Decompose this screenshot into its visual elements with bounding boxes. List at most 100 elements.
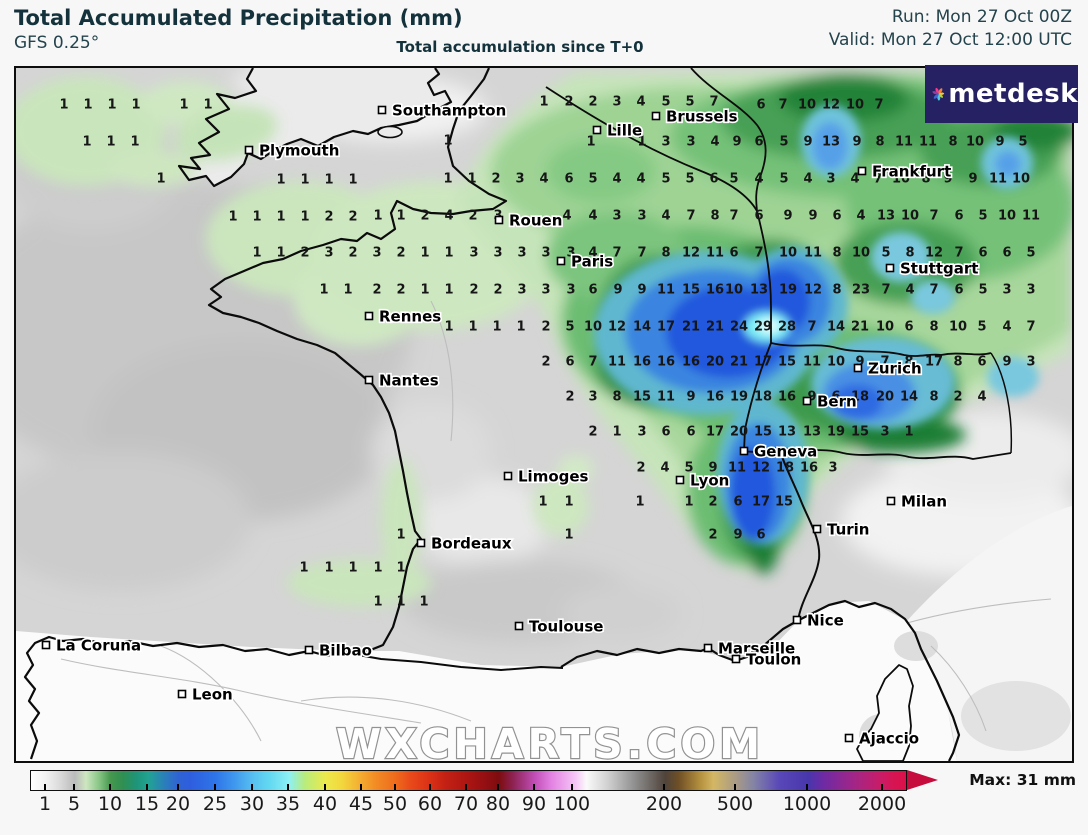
precip-value: 23 [852, 283, 870, 298]
precip-value: 2 [565, 390, 574, 405]
precip-value: 7 [778, 98, 787, 113]
precip-value: 5 [1026, 246, 1035, 261]
precip-value: 10 [876, 320, 894, 335]
precip-value: 1 [539, 95, 548, 110]
precip-value: 6 [978, 246, 987, 261]
precip-value: 1 [564, 528, 573, 543]
precip-value: 20 [730, 425, 748, 440]
colorbar-tick-label: 20 [165, 793, 191, 815]
precip-value: 2 [588, 95, 597, 110]
precip-value: 9 [803, 135, 812, 150]
precip-value: 3 [1026, 355, 1035, 370]
precip-value: 11 [706, 246, 724, 261]
city-label: Marseille [718, 640, 795, 658]
precip-value: 1 [684, 495, 693, 510]
precip-value: 4 [588, 209, 597, 224]
valid-label: Valid: Mon 27 Oct 12:00 UTC [828, 30, 1072, 50]
precip-value: 4 [636, 95, 645, 110]
run-label: Run: Mon 27 Oct 00Z [891, 7, 1072, 27]
precip-value: 1 [467, 172, 476, 187]
precip-value: 15 [682, 283, 700, 298]
colorbar-arrow [907, 770, 938, 790]
city-marker [703, 643, 713, 653]
city-label: Geneva [754, 443, 817, 461]
map-canvas: WXCHARTS.COM 1 1 1 1 1 1 1 2 2 3 4 5 5 7 6 7 10 12 10 71 1 1 1… [16, 68, 1072, 761]
precip-value: 9 [783, 209, 792, 224]
city-label: Stuttgart [900, 260, 978, 278]
precip-value: 4 [856, 209, 865, 224]
precip-value: 2 [588, 425, 597, 440]
precip-value: 2 [324, 210, 333, 225]
city-label: Limoges [518, 468, 589, 486]
precip-value: 16 [706, 390, 724, 405]
precip-value: 9 [808, 209, 817, 224]
precip-value: 2 [348, 210, 357, 225]
precip-value: 6 [686, 425, 695, 440]
precip-value: 7 [807, 320, 816, 335]
precip-value: 4 [977, 390, 986, 405]
precip-value: 15 [754, 425, 772, 440]
precip-value: 5 [1018, 135, 1027, 150]
precip-value: 7 [874, 98, 883, 113]
precip-value: 4 [905, 283, 914, 298]
precip-value: 3 [637, 209, 646, 224]
precip-value: 18 [851, 390, 869, 405]
precip-value: 7 [929, 209, 938, 224]
precip-value: 9 [995, 135, 1004, 150]
precip-value: 1 [131, 98, 140, 113]
precip-value: 5 [661, 172, 670, 187]
precip-value: 6 [832, 209, 841, 224]
precip-value: 9 [943, 172, 952, 187]
precip-value: 6 [754, 209, 763, 224]
precip-value: 5 [881, 246, 890, 261]
precip-value: 7 [880, 355, 889, 370]
value-labels-layer: 1 1 1 1 1 1 1 2 2 3 4 5 5 7 6 7 10 12 10 71 1 1 1 1 1 3 3 4 9 6 5 9 13 9 8… [59, 95, 1040, 610]
city-marker [857, 166, 867, 176]
precip-value: 12 [822, 98, 840, 113]
precip-value: 7 [954, 246, 963, 261]
city-label: Rennes [379, 308, 441, 326]
city-marker [731, 654, 741, 664]
precip-value: 5 [685, 95, 694, 110]
precip-value: 2 [300, 246, 309, 261]
accumulation-subtitle: Total accumulation since T+0 [396, 38, 644, 56]
precip-value: 9 [732, 135, 741, 150]
precip-value: 1 [276, 210, 285, 225]
precip-value: 2 [396, 246, 405, 261]
precip-value: 11 [657, 390, 675, 405]
precip-value: 1 [107, 98, 116, 113]
city-marker [651, 111, 661, 121]
precip-value: 10 [852, 246, 870, 261]
precip-value: 11 [1022, 209, 1040, 224]
precip-value: 8 [929, 320, 938, 335]
precip-value: 17 [657, 320, 675, 335]
precip-value: 11 [804, 246, 822, 261]
precip-value: 2 [372, 283, 381, 298]
precip-value: 9 [733, 528, 742, 543]
city-label: Frankfurt [872, 163, 951, 181]
colorbar-tick-label: 30 [239, 793, 265, 815]
city-marker [41, 640, 51, 650]
precip-value: 13 [822, 135, 840, 150]
precip-value: 3 [588, 390, 597, 405]
precip-value: 7 [588, 355, 597, 370]
precip-value: 8 [832, 246, 841, 261]
precip-value: 9 [613, 283, 622, 298]
precip-value: 5 [684, 461, 693, 476]
precip-value: 3 [517, 246, 526, 261]
colorbar-tick-label: 45 [348, 793, 374, 815]
precip-value: 2 [468, 209, 477, 224]
precip-value: 4 [1002, 320, 1011, 335]
model-label: GFS 0.25° [14, 33, 100, 53]
precip-value: 1 [299, 561, 308, 576]
colorbar-tick-label: 500 [716, 793, 754, 815]
precip-value: 6 [831, 390, 840, 405]
precip-value: 3 [1026, 283, 1035, 298]
logo-text: metdesk [948, 79, 1078, 109]
blue-precip-layer [594, 105, 1039, 545]
precip-value: 6 [756, 98, 765, 113]
city-marker [844, 733, 854, 743]
city-label: Toulouse [529, 618, 603, 636]
precip-value: 6 [733, 495, 742, 510]
precip-value: 11 [919, 135, 937, 150]
